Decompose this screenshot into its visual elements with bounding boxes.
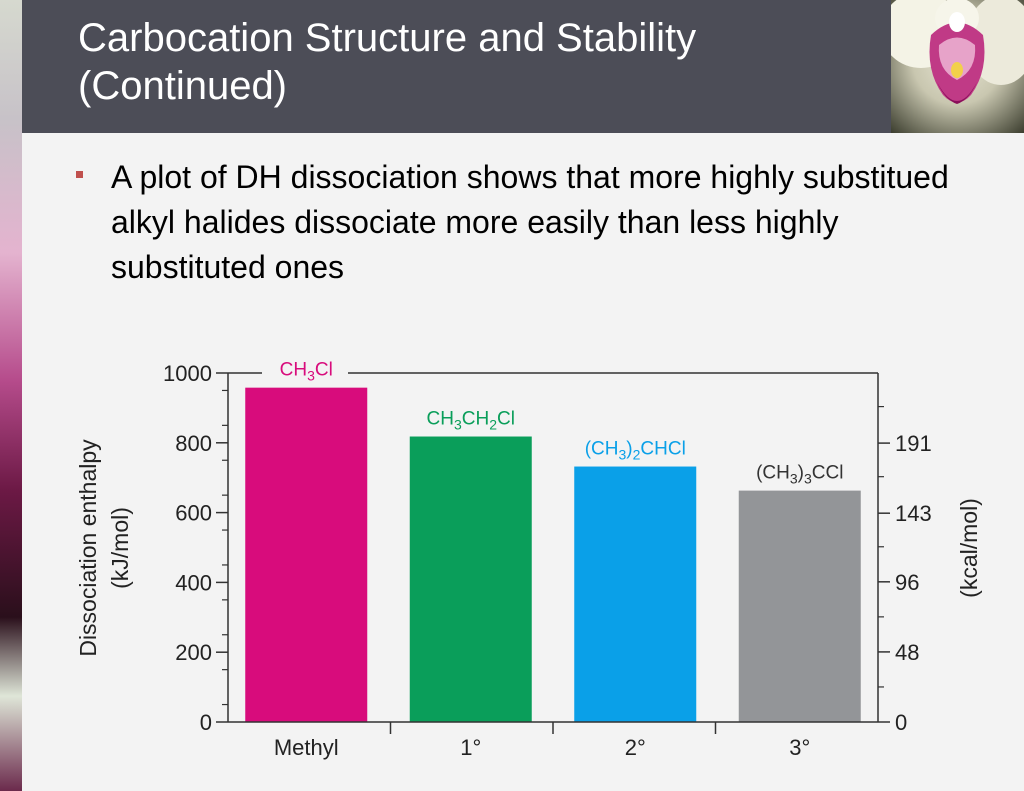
bar-1 bbox=[409, 436, 532, 722]
y2-tick-label-3: 143 bbox=[895, 501, 932, 526]
y2-tick-label-2: 96 bbox=[895, 570, 919, 595]
bullet-marker bbox=[76, 171, 83, 178]
y-tick-label-1: 200 bbox=[175, 640, 212, 665]
slide-title: Carbocation Structure and Stability (Con… bbox=[78, 16, 697, 108]
y-axis-title: Dissociation enthalpy bbox=[75, 439, 101, 657]
y2-axis-title: (kcal/mol) bbox=[956, 498, 982, 598]
bar-label-3: (CH3)3CCl bbox=[756, 463, 843, 487]
y-tick-label-3: 600 bbox=[175, 501, 212, 526]
y2-tick-label-0: 0 bbox=[895, 710, 907, 735]
bar-label-0: CH3Cl bbox=[280, 360, 333, 384]
x-tick-label-0: Methyl bbox=[274, 735, 339, 760]
y-axis-unit: (kJ/mol) bbox=[107, 507, 133, 589]
x-tick-label-1: 1° bbox=[460, 735, 481, 760]
bar-label-1: CH3CH2Cl bbox=[427, 409, 515, 433]
y-tick-label-5: 1000 bbox=[163, 361, 212, 386]
y2-tick-label-1: 48 bbox=[895, 640, 919, 665]
y-tick-label-4: 800 bbox=[175, 431, 212, 456]
bullet-text: A plot of DH dissociation shows that mor… bbox=[111, 159, 949, 285]
bar-label-2: (CH3)2CHCl bbox=[585, 439, 686, 463]
title-bar: Carbocation Structure and Stability (Con… bbox=[22, 0, 891, 133]
bar-2 bbox=[574, 466, 697, 722]
orchid-photo bbox=[891, 0, 1024, 133]
x-tick-label-3: 3° bbox=[789, 735, 810, 760]
x-tick-label-2: 2° bbox=[625, 735, 646, 760]
orchid-photo-strip bbox=[0, 0, 22, 791]
y2-tick-label-4: 191 bbox=[895, 431, 932, 456]
y-tick-label-0: 0 bbox=[200, 710, 212, 735]
y-tick-label-2: 400 bbox=[175, 570, 212, 595]
bar-0 bbox=[245, 387, 368, 722]
bar-3 bbox=[738, 490, 861, 722]
